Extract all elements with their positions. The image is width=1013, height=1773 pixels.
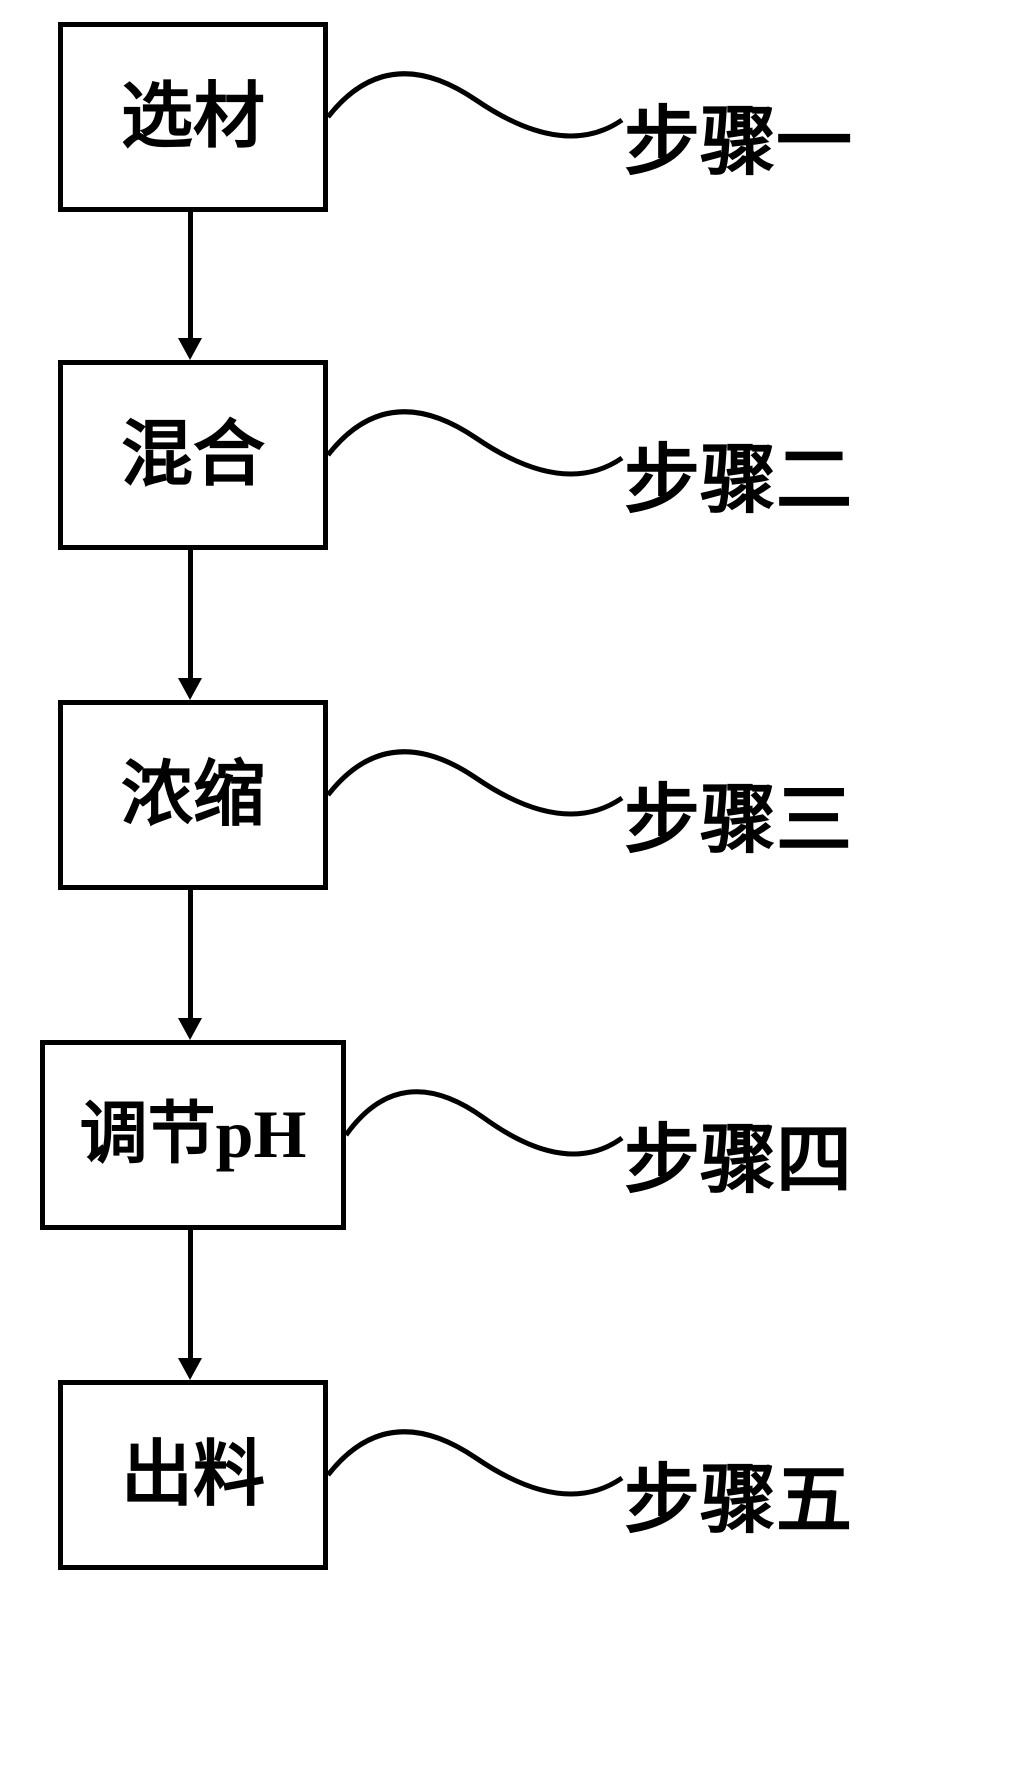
flow-box-step2: 混合 — [58, 360, 328, 550]
arrow-head-3 — [178, 1018, 202, 1040]
arrow-line-4 — [188, 1230, 193, 1360]
arrow-head-2 — [178, 678, 202, 700]
connector-step5 — [328, 1418, 624, 1528]
flow-box-step3: 浓缩 — [58, 700, 328, 890]
connector-step4 — [346, 1078, 624, 1188]
step-label-4: 步骤四 — [624, 1098, 852, 1208]
box-text-step1: 选材 — [121, 74, 265, 160]
arrow-line-2 — [188, 550, 193, 680]
arrow-head-1 — [178, 338, 202, 360]
arrow-line-3 — [188, 890, 193, 1020]
step-label-1: 步骤一 — [624, 80, 852, 190]
arrow-line-1 — [188, 212, 193, 340]
flow-box-step1: 选材 — [58, 22, 328, 212]
box-text-step3: 浓缩 — [121, 752, 265, 838]
flow-box-step5: 出料 — [58, 1380, 328, 1570]
connector-step3 — [328, 738, 624, 848]
box-text-step5: 出料 — [121, 1432, 265, 1518]
connector-step2 — [328, 398, 624, 508]
step-label-2: 步骤二 — [624, 418, 852, 528]
flow-box-step4: 调节pH — [40, 1040, 346, 1230]
box-text-step2: 混合 — [121, 412, 265, 498]
connector-step1 — [328, 60, 624, 170]
box-text-step4: 调节pH — [80, 1094, 307, 1176]
step-label-5: 步骤五 — [624, 1438, 852, 1548]
step-label-3: 步骤三 — [624, 758, 852, 868]
flowchart-diagram: 选材 步骤一 混合 步骤二 浓缩 步骤三 调节pH 步骤四 出料 步骤五 — [0, 0, 1013, 1773]
arrow-head-4 — [178, 1358, 202, 1380]
